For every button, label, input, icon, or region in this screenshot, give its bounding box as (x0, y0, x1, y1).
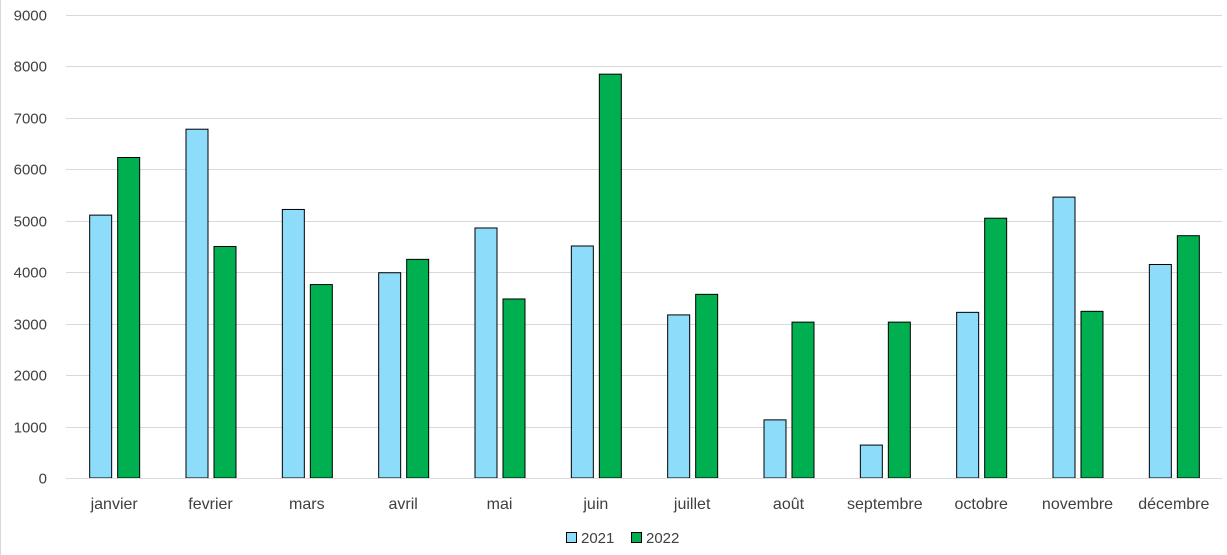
bar-2022-mai (502, 298, 526, 479)
x-category-label: mars (289, 496, 325, 513)
y-axis-tick-labels: 0 1000 2000 3000 4000 5000 6000 7000 8000 9000 (14, 8, 47, 488)
bar-2021-fevrier (185, 128, 209, 479)
x-category-label: août (773, 496, 805, 513)
bar-2021-janvier (89, 214, 113, 479)
bar-2021-juillet (667, 314, 691, 479)
x-category-label: octobre (954, 496, 1007, 513)
bar-2021-mai (474, 227, 498, 479)
bar-2022-septembre (887, 321, 911, 479)
y-tick-label: 5000 (14, 214, 47, 231)
y-tick-label: 0 (39, 471, 47, 488)
y-tick-label: 8000 (14, 59, 47, 76)
y-tick-label: 6000 (14, 162, 47, 179)
bar-2022-fevrier (213, 246, 237, 479)
bar-2021-août (763, 419, 787, 479)
bar-2022-avril (406, 258, 430, 479)
y-tick-label: 7000 (14, 111, 47, 128)
x-category-label: avril (388, 496, 417, 513)
y-tick-label: 1000 (14, 420, 47, 437)
x-category-label: juin (582, 496, 608, 513)
bar-2022-octobre (984, 217, 1008, 479)
bar-2021-septembre (859, 444, 883, 479)
x-category-label: novembre (1042, 496, 1113, 513)
y-tick-label: 3000 (14, 317, 47, 334)
bar-2021-novembre (1052, 196, 1076, 479)
legend: 2021 2022 (566, 530, 679, 547)
x-category-label: janvier (90, 496, 139, 513)
legend-label: 2022 (646, 530, 679, 547)
y-tick-label: 4000 (14, 265, 47, 282)
bar-2022-mars (309, 284, 333, 479)
y-tick-label: 9000 (14, 8, 47, 25)
bars (89, 73, 1200, 479)
bar-2021-décembre (1148, 264, 1172, 479)
x-category-label: mai (487, 496, 513, 513)
bar-2022-novembre (1080, 310, 1104, 479)
x-category-label: fevrier (188, 496, 233, 513)
gridlines (66, 15, 1222, 428)
legend-label: 2021 (581, 530, 614, 547)
bar-2022-août (791, 321, 815, 479)
bar-2021-mars (281, 208, 305, 479)
bar-2021-juin (570, 245, 594, 479)
bar-2021-avril (378, 272, 402, 479)
legend-swatch-2022 (631, 532, 642, 543)
x-axis-category-labels: janvier fevrier mars avril mai juin juillet aoû… (90, 496, 1210, 513)
bar-2021-octobre (956, 311, 980, 479)
bar-2022-décembre (1176, 235, 1200, 479)
bar-2022-juin (598, 73, 622, 479)
x-category-label: septembre (847, 496, 923, 513)
x-category-label: juillet (673, 496, 711, 513)
bar-2022-juillet (695, 293, 719, 479)
bar-2022-janvier (117, 157, 141, 479)
y-tick-label: 2000 (14, 368, 47, 385)
x-category-label: décembre (1138, 496, 1209, 513)
legend-swatch-2021 (566, 532, 577, 543)
